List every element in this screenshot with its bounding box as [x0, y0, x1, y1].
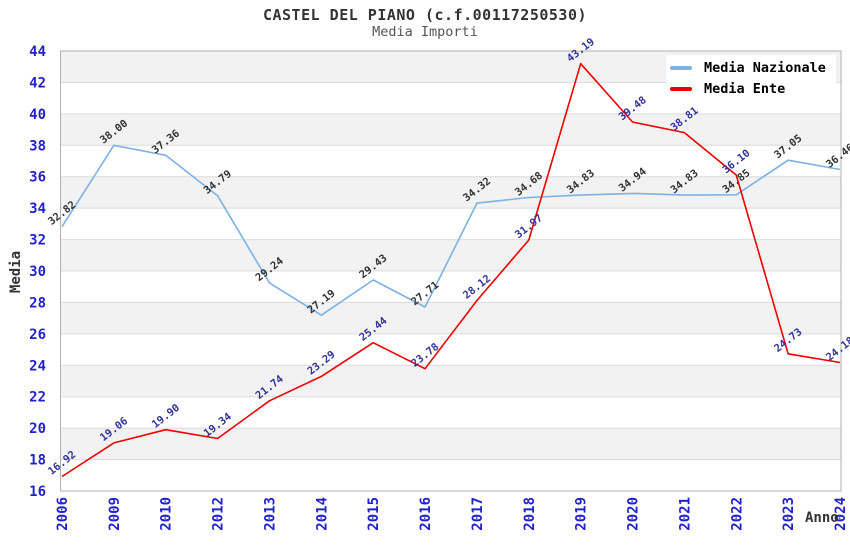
data-label-media-nazionale: 36.46	[824, 142, 850, 171]
x-tick-label: 2010	[159, 497, 175, 531]
legend-line-swatch-nazionale	[670, 65, 692, 70]
data-label-media-ente: 24.18	[824, 335, 850, 364]
x-tick-label: 2023	[781, 497, 797, 531]
x-tick-label: 2013	[262, 497, 278, 531]
y-tick-label: 32	[29, 233, 46, 249]
data-label-media-ente: 19.90	[150, 402, 182, 431]
legend-line-swatch-ente	[670, 86, 692, 91]
legend-item-media-nazionale: Media Nazionale	[670, 57, 826, 78]
legend-item-media-ente: Media Ente	[670, 78, 826, 99]
x-tick-label: 2024	[833, 497, 849, 531]
x-tick-label: 2012	[211, 497, 227, 531]
plot-band	[60, 302, 841, 334]
y-tick-label: 36	[29, 170, 46, 186]
x-tick-label: 2006	[55, 497, 71, 531]
x-tick-label: 2018	[522, 497, 538, 531]
y-tick-label: 20	[29, 421, 46, 437]
legend-label: Media Ente	[704, 80, 786, 97]
plot-band	[60, 365, 841, 397]
x-tick-label: 2014	[314, 497, 330, 531]
x-tick-label: 2019	[574, 497, 590, 531]
y-tick-label: 16	[29, 484, 46, 500]
y-tick-label: 18	[29, 453, 46, 469]
x-tick-label: 2017	[470, 497, 486, 531]
x-tick-label: 2009	[107, 497, 123, 531]
y-tick-label: 40	[29, 107, 46, 123]
chart-title: CASTEL DEL PIANO (c.f.00117250530)	[262, 6, 588, 24]
y-tick-label: 44	[29, 44, 46, 60]
chart-subtitle: Media Importi	[372, 24, 478, 40]
y-tick-label: 38	[29, 138, 46, 154]
y-tick-label: 34	[29, 201, 46, 217]
x-tick-label: 2022	[729, 497, 745, 531]
plot-band	[60, 428, 841, 460]
series-line-media-nazionale	[61, 144, 841, 317]
x-tick-label: 2016	[418, 497, 434, 531]
legend: Media Nazionale Media Ente	[666, 55, 836, 103]
y-tick-label: 30	[29, 264, 46, 280]
y-tick-label: 42	[29, 75, 46, 91]
x-tick-label: 2021	[677, 497, 693, 531]
y-axis-title: Media	[8, 250, 24, 294]
legend-label: Media Nazionale	[704, 59, 826, 76]
x-tick-label: 2015	[366, 497, 382, 531]
series-line-media-ente	[61, 62, 841, 478]
x-axis-title: Anno	[805, 510, 839, 526]
y-tick-label: 22	[29, 390, 46, 406]
plot-band	[60, 176, 841, 209]
x-tick-label: 2020	[626, 497, 642, 531]
y-tick-label: 24	[29, 358, 46, 374]
y-tick-label: 26	[29, 327, 46, 343]
y-tick-label: 28	[29, 295, 46, 311]
plot-band	[60, 113, 841, 146]
plot-border	[60, 50, 842, 492]
